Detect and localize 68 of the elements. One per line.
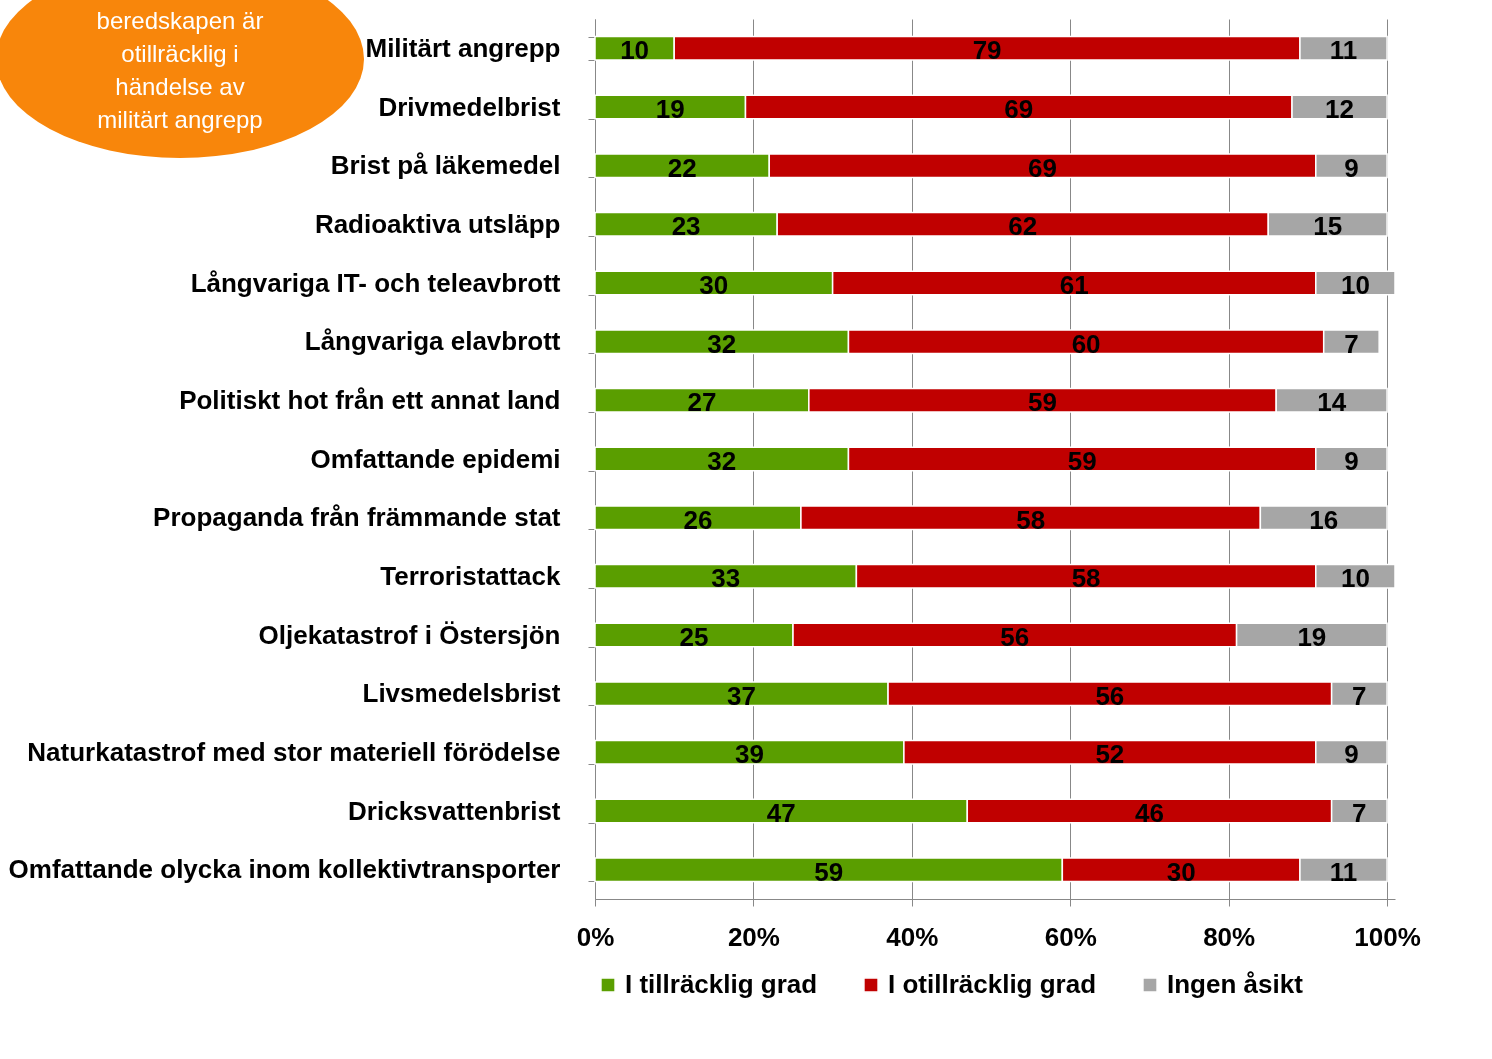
data-label: 11 xyxy=(1329,35,1358,66)
y-tick-label: Propaganda från främmande stat xyxy=(153,502,561,533)
data-label: 25 xyxy=(679,622,709,652)
y-tick-label: Livsmedelsbrist xyxy=(362,678,561,709)
x-tick-label: 80% xyxy=(1203,921,1256,952)
data-label: 9 xyxy=(1344,152,1359,183)
y-tick-label: Dricksvattenbrist xyxy=(348,795,561,826)
data-label: 10 xyxy=(1340,563,1370,594)
y-tick-label: Omfattande olycka inom kollektivtransporter xyxy=(8,854,561,885)
data-label: 47 xyxy=(766,798,796,828)
data-label: 56 xyxy=(1000,622,1030,652)
data-label: 26 xyxy=(683,504,713,535)
data-label: 33 xyxy=(711,563,741,594)
y-tick-label: Radioaktiva utsläpp xyxy=(314,208,561,239)
legend-label: I tillräcklig grad xyxy=(625,969,818,999)
legend-label: I otillräcklig grad xyxy=(888,969,1097,999)
x-tick-label: 40% xyxy=(886,921,939,952)
x-tick-label: 20% xyxy=(727,921,780,952)
data-label: 59 xyxy=(1067,446,1097,476)
data-label: 16 xyxy=(1309,504,1339,535)
y-tick-label: Oljekatastrof i Östersjön xyxy=(258,619,561,650)
data-label: 11 xyxy=(1329,856,1358,887)
y-tick-label: Omfattande epidemi xyxy=(310,443,561,474)
data-label: 52 xyxy=(1095,739,1125,770)
data-label: 19 xyxy=(1297,622,1327,652)
data-label: 30 xyxy=(699,270,729,300)
data-label: 30 xyxy=(1166,856,1196,887)
data-label: 7 xyxy=(1352,680,1367,711)
data-label: 60 xyxy=(1071,328,1101,359)
data-label: 61 xyxy=(1059,270,1089,300)
data-label: 39 xyxy=(734,739,764,770)
data-label: 32 xyxy=(707,328,737,359)
data-label: 37 xyxy=(727,680,756,711)
data-label: 32 xyxy=(707,446,737,476)
data-label: 14 xyxy=(1317,387,1347,418)
data-label: 19 xyxy=(655,94,685,124)
data-label: 23 xyxy=(671,211,701,242)
x-tick-label: 0% xyxy=(576,921,615,952)
data-label: 7 xyxy=(1352,798,1367,828)
data-label: 59 xyxy=(814,856,844,887)
y-tick-label: Naturkatastrof med stor materiell förödelse xyxy=(27,736,561,767)
data-label: 7 xyxy=(1344,328,1359,359)
y-tick-label: Långvariga elavbrott xyxy=(304,326,561,357)
data-label: 69 xyxy=(1028,152,1057,183)
data-label: 62 xyxy=(1008,211,1038,242)
data-label: 10 xyxy=(1340,270,1370,300)
x-tick-label: 60% xyxy=(1044,921,1097,952)
legend-label: Ingen åsikt xyxy=(1167,969,1304,999)
data-label: 9 xyxy=(1344,446,1359,476)
data-label: 79 xyxy=(972,35,1002,66)
data-label: 69 xyxy=(1004,94,1034,124)
data-label: 58 xyxy=(1016,504,1046,535)
y-tick-label: Politiskt hot från ett annat land xyxy=(179,384,561,415)
y-tick-label: Terroristattack xyxy=(380,560,562,591)
data-label: 22 xyxy=(667,152,697,183)
data-label: 58 xyxy=(1071,563,1101,594)
x-tick-label: 100% xyxy=(1354,921,1421,952)
data-label: 59 xyxy=(1028,387,1057,418)
y-tick-label: Långvariga IT- och teleavbrott xyxy=(190,267,561,298)
data-label: 15 xyxy=(1313,211,1343,242)
data-label: 10 xyxy=(620,35,650,66)
y-tick-label: Drivmedelbrist xyxy=(378,91,561,122)
data-label: 56 xyxy=(1095,680,1125,711)
data-label: 27 xyxy=(687,387,717,418)
data-label: 46 xyxy=(1134,798,1164,828)
data-label: 9 xyxy=(1344,739,1359,770)
y-tick-label: Militärt angrepp xyxy=(365,32,561,63)
data-label: 12 xyxy=(1325,94,1355,124)
